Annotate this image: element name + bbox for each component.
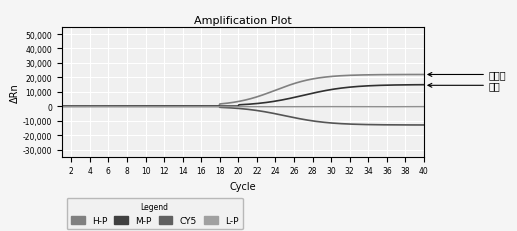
Y-axis label: ΔRn: ΔRn	[10, 82, 20, 102]
H-P	[59, 105, 65, 108]
L-P	[203, 106, 209, 109]
L-P	[312, 106, 318, 109]
M-P	[59, 105, 65, 108]
Line: M-P: M-P	[62, 85, 424, 107]
CY5	[421, 124, 427, 127]
Line: CY5: CY5	[62, 107, 424, 125]
L-P	[322, 106, 328, 109]
M-P	[102, 105, 109, 108]
H-P	[286, 84, 293, 87]
Text: 内标: 内标	[428, 81, 500, 91]
CY5	[102, 105, 109, 108]
M-P	[202, 105, 208, 108]
L-P	[421, 106, 427, 109]
M-P	[322, 90, 328, 93]
CY5	[59, 105, 65, 108]
M-P	[177, 105, 183, 108]
CY5	[286, 116, 293, 119]
Legend: H-P, M-P, CY5, L-P: H-P, M-P, CY5, L-P	[67, 198, 243, 229]
CY5	[177, 106, 183, 108]
H-P	[102, 105, 109, 108]
CY5	[320, 121, 326, 124]
L-P	[287, 106, 294, 109]
M-P	[320, 90, 326, 93]
L-P	[178, 106, 184, 109]
L-P	[137, 106, 143, 109]
Text: 马源性: 马源性	[428, 70, 507, 80]
L-P	[102, 106, 109, 109]
M-P	[421, 84, 427, 87]
H-P	[202, 105, 208, 108]
H-P	[177, 105, 183, 108]
H-P	[320, 76, 326, 79]
H-P	[322, 76, 328, 79]
M-P	[286, 97, 293, 100]
H-P	[421, 74, 427, 76]
L-P	[59, 106, 65, 109]
Title: Amplification Plot: Amplification Plot	[194, 16, 292, 26]
L-P	[324, 106, 330, 109]
X-axis label: Cycle: Cycle	[230, 181, 256, 191]
CY5	[322, 122, 328, 124]
Line: H-P: H-P	[62, 75, 424, 107]
CY5	[202, 106, 208, 108]
